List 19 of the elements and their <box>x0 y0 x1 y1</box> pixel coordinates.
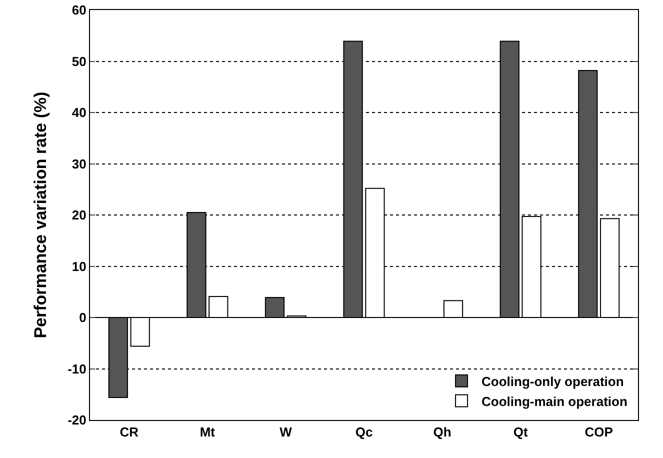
x-tick-label: Mt <box>200 424 216 440</box>
y-tick-label: 50 <box>72 54 86 69</box>
legend-label: Cooling-main operation <box>482 394 628 409</box>
x-tick-label: Qc <box>355 424 373 440</box>
y-tick-label: 30 <box>72 156 86 172</box>
y-tick-label: 60 <box>72 2 86 18</box>
y-tick-label: -10 <box>68 361 86 376</box>
y-axis-title: Performance variation rate (%) <box>31 92 50 338</box>
x-tick-label: W <box>280 424 293 440</box>
x-tick-label: COP <box>584 424 614 440</box>
x-tick-label: Qt <box>513 424 528 440</box>
x-tick-label: CR <box>120 424 140 440</box>
legend-label: Cooling-only operation <box>482 374 624 389</box>
y-tick-label: 40 <box>72 105 86 120</box>
y-tick-label: 20 <box>72 208 86 223</box>
x-tick-label: Qh <box>433 424 452 440</box>
y-tick-label: 0 <box>79 310 86 326</box>
y-tick-label: -20 <box>68 412 86 428</box>
y-tick-label: 10 <box>72 258 86 274</box>
